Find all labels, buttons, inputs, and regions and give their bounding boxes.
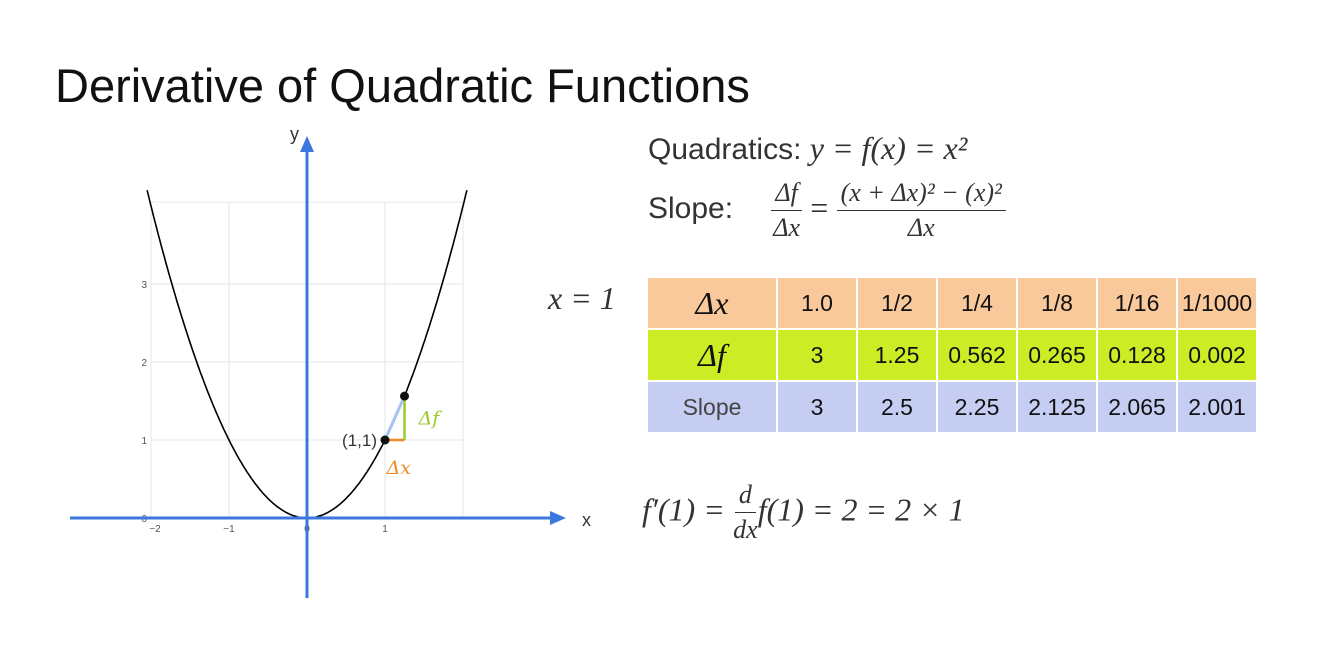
table-cell: 0.128 <box>1098 330 1176 380</box>
quadratics-label: Quadratics: <box>648 133 802 166</box>
table-cell: 0.002 <box>1178 330 1256 380</box>
slope-equation: Slope: Δf Δx = (x + Δx)² − (x)² Δx <box>648 178 1006 243</box>
x-value: x = 1 <box>548 280 616 316</box>
data-point <box>400 391 409 401</box>
difference-table: Δx 1.0 1/2 1/4 1/8 1/16 1/1000 Δf 3 1.25 0.562 0.2… <box>646 276 1258 434</box>
x-tick-label: 1 <box>382 524 388 535</box>
table-row-slope: Slope 3 2.5 2.25 2.125 2.065 2.001 <box>648 382 1256 432</box>
y-axis-arrow-icon <box>300 136 314 152</box>
derivative-equation: f′(1) = d dx f(1) = 2 = 2 × 1 <box>642 480 965 545</box>
y-tick-label: 3 <box>141 280 147 291</box>
table-row-dx: Δx 1.0 1/2 1/4 1/8 1/16 1/1000 <box>648 278 1256 328</box>
table-cell: 1.0 <box>778 278 856 328</box>
quadratics-formula: y = f(x) = x² <box>809 130 968 166</box>
row-header: Slope <box>648 382 776 432</box>
slope-label: Slope: <box>648 192 734 226</box>
table-row-df: Δf 3 1.25 0.562 0.265 0.128 0.002 <box>648 330 1256 380</box>
table-cell: 1/2 <box>858 278 936 328</box>
denominator: dx <box>733 515 758 544</box>
table-cell: 1.25 <box>858 330 936 380</box>
table-cell: 2.001 <box>1178 382 1256 432</box>
row-header: Δf <box>648 330 776 380</box>
page-title: Derivative of Quadratic Functions <box>55 59 750 112</box>
denominator: Δx <box>773 213 801 242</box>
numerator: Δf <box>771 178 802 211</box>
numerator: (x + Δx)² − (x)² <box>836 178 1006 211</box>
slope-rhs-fraction: (x + Δx)² − (x)² Δx <box>836 178 1006 243</box>
derivative-lhs: f′(1) = <box>642 491 725 528</box>
y-tick-label: 2 <box>141 358 147 369</box>
table-cell: 1/4 <box>938 278 1016 328</box>
point-label: (1,1) <box>342 431 377 450</box>
x-tick-label: −1 <box>223 524 235 535</box>
table-cell: 1/16 <box>1098 278 1176 328</box>
x-axis-label: x <box>582 510 591 530</box>
x-axis-arrow-icon <box>550 511 566 525</box>
table-cell: 1/8 <box>1018 278 1096 328</box>
delta-f-label: Δf <box>418 408 443 430</box>
table-cell: 2.125 <box>1018 382 1096 432</box>
x-tick-label: −2 <box>149 524 161 535</box>
data-point <box>380 435 390 445</box>
y-axis-label: y <box>290 124 299 144</box>
table-cell: 3 <box>778 330 856 380</box>
derivative-rhs: f(1) = 2 = 2 × 1 <box>757 491 965 528</box>
table-cell: 0.562 <box>938 330 1016 380</box>
table-cell: 3 <box>778 382 856 432</box>
table-cell: 2.25 <box>938 382 1016 432</box>
table-cell: 1/1000 <box>1178 278 1256 328</box>
slope-lhs-fraction: Δf Δx <box>771 178 802 243</box>
y-tick-label: 1 <box>141 436 147 447</box>
secant-line <box>383 395 406 441</box>
table-cell: 0.265 <box>1018 330 1096 380</box>
delta-x-label: Δx <box>386 457 412 479</box>
numerator: d <box>734 480 756 513</box>
row-header: Δx <box>648 278 776 328</box>
table-cell: 2.5 <box>858 382 936 432</box>
quadratics-equation: Quadratics: y = f(x) = x² <box>648 130 967 167</box>
denominator: Δx <box>907 213 935 242</box>
table-cell: 2.065 <box>1098 382 1176 432</box>
derivative-fraction: d dx <box>733 480 758 545</box>
